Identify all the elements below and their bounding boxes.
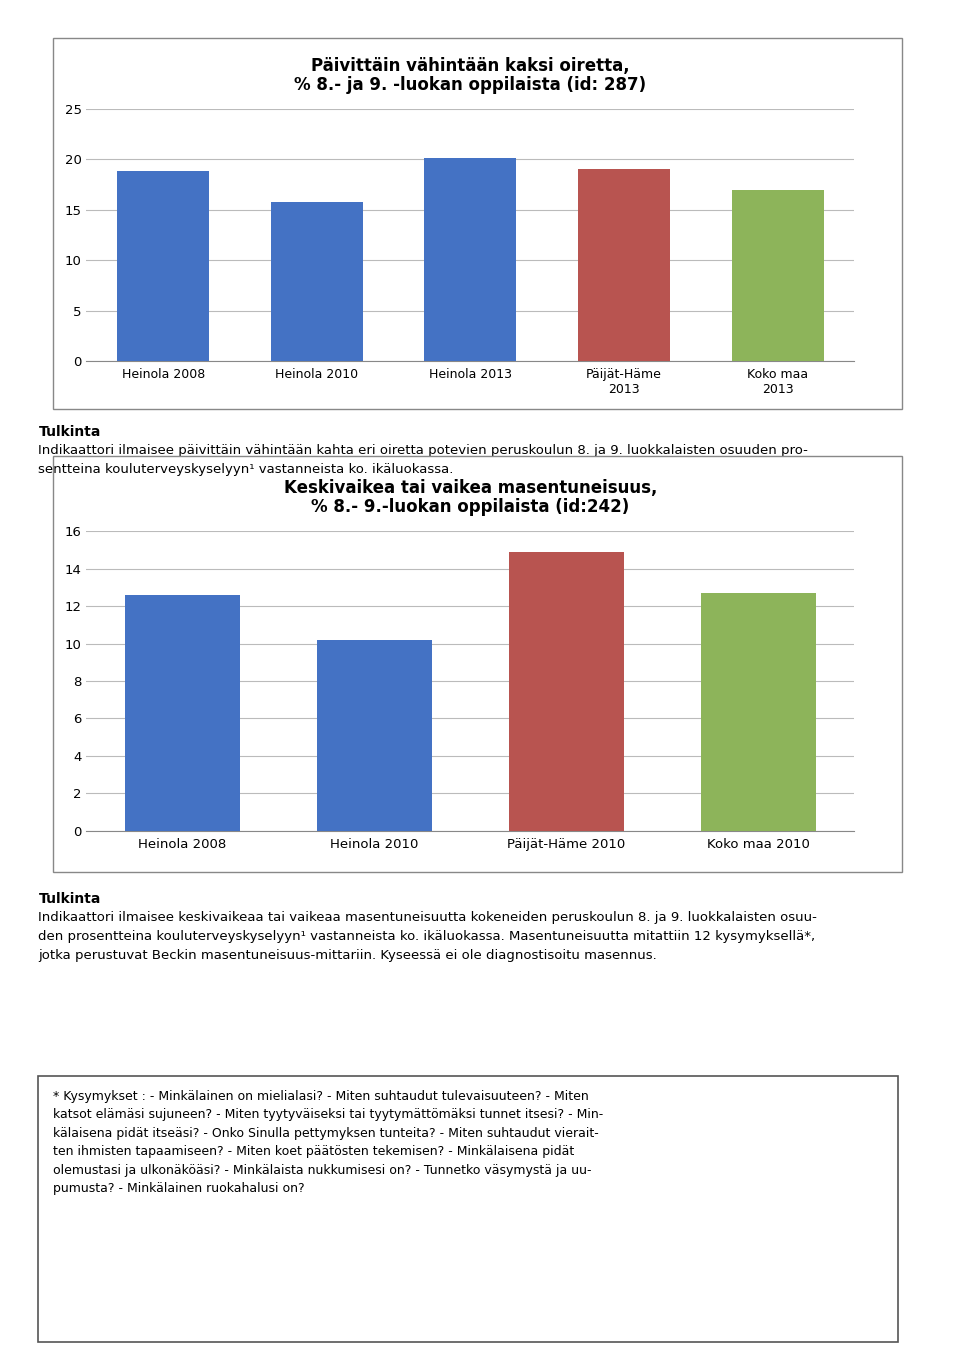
Text: Tulkinta: Tulkinta <box>38 892 101 906</box>
Bar <box>701 592 816 831</box>
Text: Indikaattori ilmaisee keskivaikeaa tai vaikeaa masentuneisuutta kokeneiden perus: Indikaattori ilmaisee keskivaikeaa tai v… <box>38 911 817 962</box>
Bar <box>271 202 363 361</box>
Text: % 8.- ja 9. -luokan oppilaista (id: 287): % 8.- ja 9. -luokan oppilaista (id: 287) <box>295 76 646 94</box>
Bar <box>578 169 670 361</box>
Text: Päivittäin vähintään kaksi oiretta,: Päivittäin vähintään kaksi oiretta, <box>311 57 630 75</box>
Bar <box>317 640 432 831</box>
Bar <box>424 158 516 361</box>
Bar <box>732 189 824 361</box>
Bar <box>509 552 624 831</box>
Text: Keskivaikea tai vaikea masentuneisuus,: Keskivaikea tai vaikea masentuneisuus, <box>284 479 657 497</box>
Bar <box>125 595 240 831</box>
Text: Tulkinta: Tulkinta <box>38 425 101 439</box>
Bar <box>117 172 209 361</box>
Text: Indikaattori ilmaisee päivittäin vähintään kahta eri oiretta potevien peruskoulu: Indikaattori ilmaisee päivittäin vähintä… <box>38 444 808 475</box>
Text: % 8.- 9.-luokan oppilaista (id:242): % 8.- 9.-luokan oppilaista (id:242) <box>311 498 630 516</box>
Text: * Kysymykset : - Minkälainen on mielialasi? - Miten suhtaudut tulevaisuuteen? - : * Kysymykset : - Minkälainen on mieliala… <box>53 1090 603 1194</box>
